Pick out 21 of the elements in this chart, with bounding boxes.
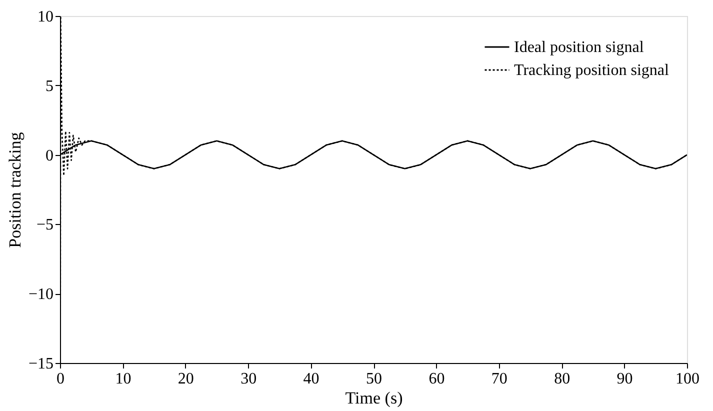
x-tick-label: 10 — [115, 370, 132, 388]
x-tick-label: 30 — [240, 370, 257, 388]
x-tick-label: 70 — [491, 370, 508, 388]
y-tick-label: −10 — [28, 286, 54, 304]
y-tick-label: −15 — [28, 356, 54, 372]
x-tick-label: 100 — [676, 370, 700, 388]
x-tick-label: 60 — [428, 370, 445, 388]
x-tick-label: 90 — [616, 370, 633, 388]
x-tick-label: 50 — [366, 370, 382, 388]
y-tick-label: 0 — [46, 147, 54, 164]
x-tick-label: 80 — [554, 370, 570, 388]
y-axis-title: Position tracking — [5, 132, 24, 248]
y-tick-label: 10 — [38, 8, 54, 26]
x-tick-label: 20 — [178, 370, 194, 388]
legend-label: Tracking position signal — [514, 62, 670, 79]
x-axis-title: Time (s) — [345, 388, 403, 408]
legend-label: Ideal position signal — [514, 39, 644, 56]
y-tick-label: 5 — [46, 78, 54, 95]
x-tick-label: 40 — [303, 370, 320, 388]
x-tick-label: 0 — [56, 370, 64, 388]
y-tick-label: −5 — [36, 216, 54, 234]
